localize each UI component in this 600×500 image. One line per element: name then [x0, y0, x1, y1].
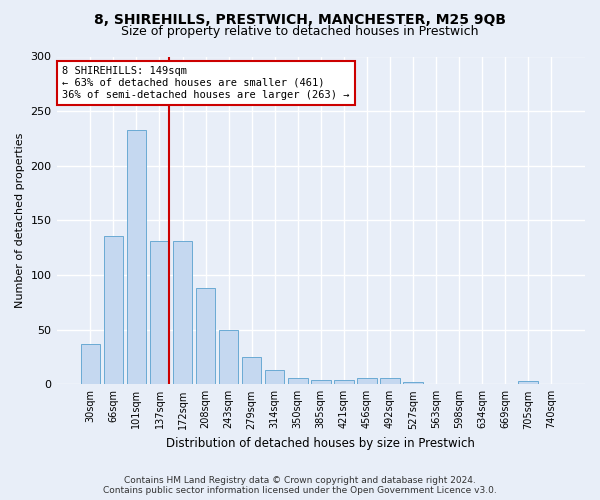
Bar: [265, 370, 284, 384]
Bar: [127, 130, 146, 384]
Bar: [196, 288, 215, 384]
Y-axis label: Number of detached properties: Number of detached properties: [15, 132, 25, 308]
Text: Size of property relative to detached houses in Prestwich: Size of property relative to detached ho…: [121, 25, 479, 38]
Bar: [334, 380, 353, 384]
Text: 8, SHIREHILLS, PRESTWICH, MANCHESTER, M25 9QB: 8, SHIREHILLS, PRESTWICH, MANCHESTER, M2…: [94, 12, 506, 26]
Text: 8 SHIREHILLS: 149sqm
← 63% of detached houses are smaller (461)
36% of semi-deta: 8 SHIREHILLS: 149sqm ← 63% of detached h…: [62, 66, 349, 100]
Bar: [242, 357, 262, 384]
Bar: [80, 344, 100, 385]
Bar: [403, 382, 423, 384]
Bar: [311, 380, 331, 384]
Bar: [104, 236, 123, 384]
Bar: [149, 241, 169, 384]
Bar: [288, 378, 308, 384]
Bar: [219, 330, 238, 384]
Bar: [518, 381, 538, 384]
X-axis label: Distribution of detached houses by size in Prestwich: Distribution of detached houses by size …: [166, 437, 475, 450]
Text: Contains HM Land Registry data © Crown copyright and database right 2024.
Contai: Contains HM Land Registry data © Crown c…: [103, 476, 497, 495]
Bar: [380, 378, 400, 384]
Bar: [357, 378, 377, 384]
Bar: [173, 241, 193, 384]
